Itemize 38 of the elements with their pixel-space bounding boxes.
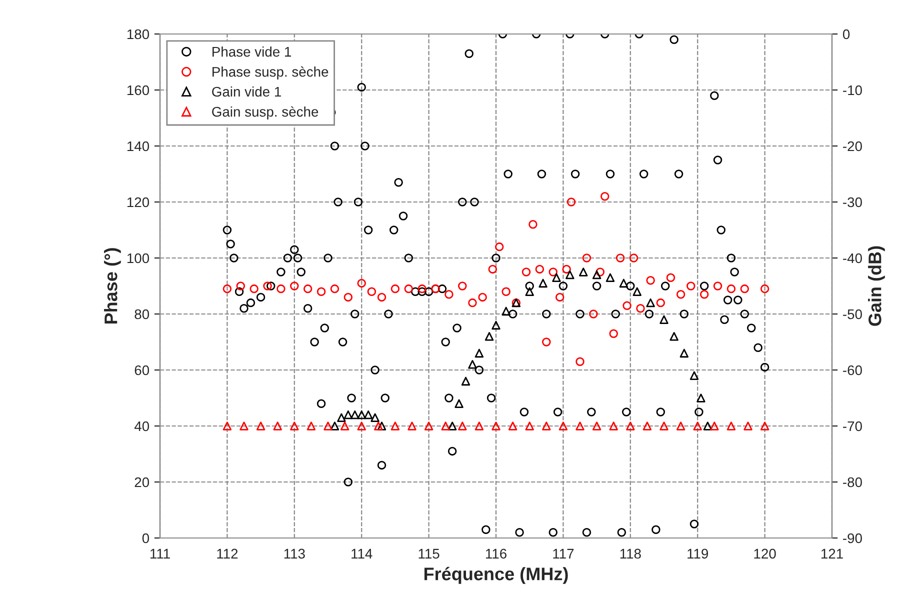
y-tick-label: 160 [127, 85, 150, 96]
y2-tick-label: -70 [843, 421, 862, 432]
y-tick-label: 180 [127, 29, 150, 40]
y2-tick-label: -20 [843, 141, 862, 152]
y-tick-label: 40 [134, 421, 150, 432]
y2-tick-label: -30 [843, 197, 862, 208]
legend-label: Gain vide 1 [212, 86, 281, 97]
y2-tick-label: -50 [843, 309, 862, 320]
x-tick-label: 112 [217, 548, 238, 558]
y-tick-label: 20 [134, 477, 150, 488]
x-tick-label: 121 [821, 548, 843, 558]
y-tick-label: 80 [134, 309, 150, 320]
y-tick-label: 60 [134, 365, 150, 376]
x-tick-label: 117 [553, 548, 574, 558]
x-tick-label: 120 [754, 548, 776, 559]
y-tick-label: 0 [142, 533, 150, 544]
x-tick-label: 119 [688, 548, 708, 559]
y2-tick-label: -80 [843, 477, 862, 488]
x-tick-label: 113 [284, 548, 305, 559]
y-axis-title: Phase (°) [104, 248, 121, 324]
y2-axis-title: Gain (dB) [868, 246, 885, 326]
y-tick-label: 140 [127, 141, 150, 152]
x-tick-label: 116 [486, 548, 506, 559]
y2-tick-label: -10 [843, 85, 862, 96]
legend-label: Phase vide 1 [212, 46, 292, 57]
y-tick-label: 100 [127, 253, 150, 264]
y2-tick-label: -40 [843, 253, 862, 264]
y2-tick-label: -90 [843, 533, 862, 544]
x-tick-label: 118 [620, 548, 641, 559]
y2-tick-label: 0 [842, 29, 850, 40]
legend-label: Phase susp. sèche [212, 66, 328, 80]
x-tick-label: 115 [418, 548, 440, 559]
legend-label: Gain susp. sèche [212, 106, 318, 120]
x-axis-title: Fréquence (MHz) [424, 566, 568, 584]
y2-tick-label: -60 [843, 365, 862, 376]
x-tick-label: 111 [150, 548, 170, 558]
x-tick-label: 114 [352, 548, 372, 558]
y-tick-label: 120 [127, 197, 150, 208]
